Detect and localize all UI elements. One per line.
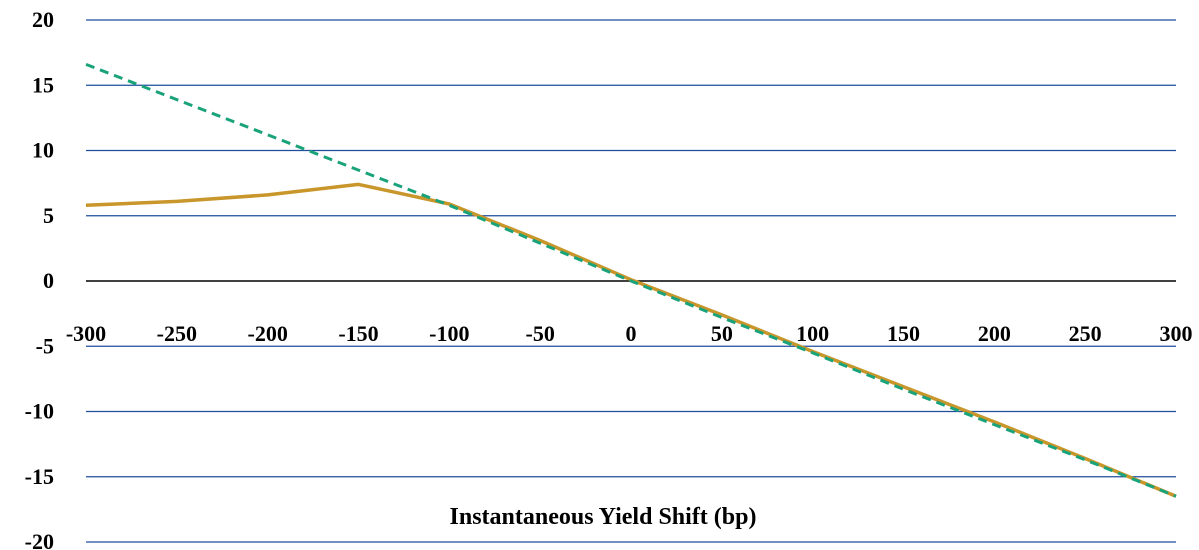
x-tick-label: -150 bbox=[338, 321, 378, 346]
x-tick-label: 100 bbox=[796, 321, 829, 346]
x-tick-label: -200 bbox=[248, 321, 288, 346]
x-tick-label: 250 bbox=[1069, 321, 1102, 346]
x-tick-label: -100 bbox=[429, 321, 469, 346]
y-tick-label: 20 bbox=[32, 7, 54, 32]
x-tick-label: 300 bbox=[1160, 321, 1193, 346]
y-tick-label: 10 bbox=[32, 138, 54, 163]
x-tick-label: 50 bbox=[711, 321, 733, 346]
y-tick-label: 5 bbox=[43, 203, 54, 228]
y-tick-label: 15 bbox=[32, 72, 54, 97]
x-tick-label: -300 bbox=[66, 321, 106, 346]
y-tick-label: -5 bbox=[36, 333, 54, 358]
x-axis-title: Instantaneous Yield Shift (bp) bbox=[450, 504, 757, 530]
x-tick-label: 0 bbox=[626, 321, 637, 346]
y-tick-label: -20 bbox=[25, 529, 54, 550]
x-tick-label: -50 bbox=[526, 321, 555, 346]
x-tick-label: 150 bbox=[887, 321, 920, 346]
x-tick-label: 200 bbox=[978, 321, 1011, 346]
x-tick-label: -250 bbox=[157, 321, 197, 346]
y-tick-label: -15 bbox=[25, 464, 54, 489]
series-lines bbox=[85, 63, 1177, 498]
y-tick-labels: 20 15 10 5 0 -5 -10 -15 -20 bbox=[25, 7, 54, 550]
x-tick-labels: -300 -250 -200 -150 -100 -50 0 50 100 150 200 250 30… bbox=[66, 321, 1193, 346]
series-line-dashed bbox=[85, 63, 1177, 498]
y-tick-label: -10 bbox=[25, 399, 54, 424]
y-tick-label: 0 bbox=[43, 268, 54, 293]
